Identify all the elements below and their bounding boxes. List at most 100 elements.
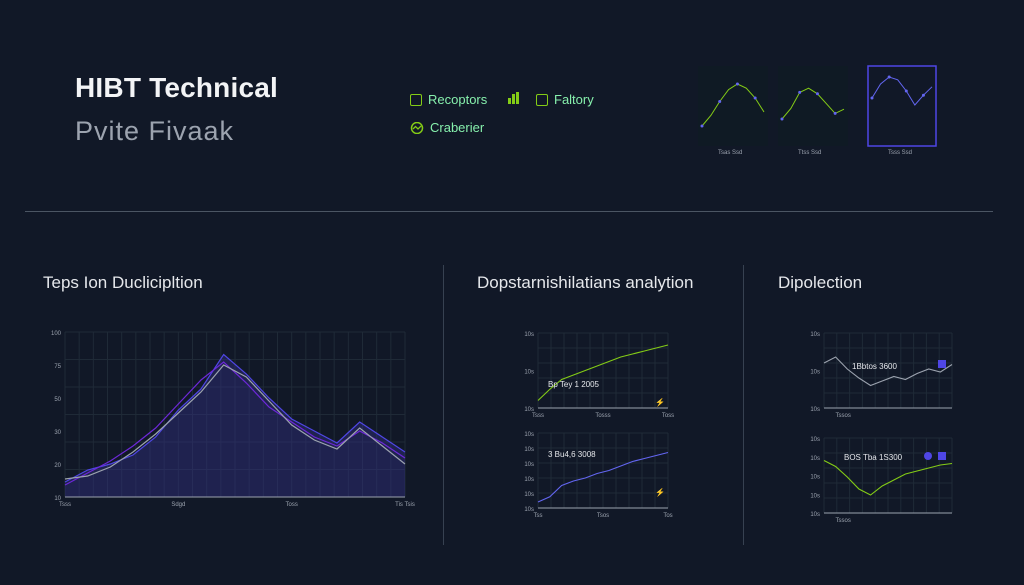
square-icon <box>410 93 422 106</box>
y-tick-label: 10s <box>810 370 820 376</box>
series-line <box>823 460 953 496</box>
chart-plot <box>823 460 953 496</box>
thumb-chart-1[interactable] <box>700 82 765 128</box>
thumb-point <box>735 82 739 86</box>
series-line <box>823 356 953 387</box>
x-tick-label: Tsos <box>597 513 609 519</box>
section-title-1: Teps Ion Duclicipltion <box>43 273 203 292</box>
thumb-frame <box>778 66 848 146</box>
legend-label: Recoptors <box>428 92 488 107</box>
legend-item-faltory: Faltory <box>536 92 594 107</box>
thumb-point <box>718 100 722 103</box>
thumb-line <box>781 87 845 120</box>
x-tick-label: Tis Tsis <box>395 502 415 508</box>
page-subtitle: Pvite Fivaak <box>75 116 235 146</box>
y-tick-label: 10s <box>524 407 534 413</box>
y-tick-label: 10s <box>810 512 820 518</box>
thumb-frame-selected[interactable] <box>867 65 937 147</box>
x-tick-label: Tsss <box>59 502 71 508</box>
y-tick-label: 10s <box>810 475 820 481</box>
chart-grid <box>537 332 669 409</box>
chart-grid <box>823 437 953 514</box>
section-divider <box>743 265 744 545</box>
y-tick-label: 75 <box>54 364 61 370</box>
series-line <box>64 364 406 480</box>
legend-item-bar <box>508 92 519 104</box>
y-tick-label: 10s <box>810 493 820 499</box>
thumb-chart-2[interactable] <box>780 87 845 121</box>
chart-plot <box>823 356 953 387</box>
y-tick-label: 10s <box>524 432 534 438</box>
thumb-point <box>798 90 802 94</box>
thumb-line <box>701 83 765 127</box>
thumb-point <box>833 111 837 115</box>
chart-grid <box>64 331 406 498</box>
section-title-3: Dipolection <box>778 273 863 292</box>
signal-icon: ⚡ <box>655 487 665 497</box>
thumb-x-label: Ttss Ssd <box>798 150 821 156</box>
y-tick-label: 10s <box>524 370 534 376</box>
section-title-2: Dopstarnishilatians analytion <box>477 273 694 292</box>
thumb-line <box>871 76 933 106</box>
chart-plot <box>64 353 406 497</box>
y-tick-label: 10s <box>810 456 820 462</box>
thumb-point <box>887 75 891 79</box>
x-tick-label: Tos <box>663 513 672 519</box>
chart-annotation: 1Bbtos 3600 <box>852 362 897 371</box>
thumb-point <box>780 117 784 121</box>
chart-grid <box>537 432 669 509</box>
legend-item-craberier: Craberier <box>410 120 484 135</box>
right-bottom-line-chart: 10s 10s 10s 10s 10s Tssos BOS Tba 1S300 <box>810 437 953 524</box>
y-tick-label: 100 <box>51 331 62 337</box>
section-divider <box>443 265 444 545</box>
x-tick-label: Tsss <box>532 413 544 419</box>
page-title: HIBT Technical <box>75 72 278 103</box>
y-tick-label: 10s <box>524 462 534 468</box>
y-tick-label: 10s <box>524 447 534 453</box>
thumbnail-charts: Tsas Ssd Ttss Ssd Tsss Ssd <box>698 65 937 156</box>
chart-annotation: 3 Bu4,6 3008 <box>548 450 596 459</box>
header-divider <box>25 211 993 212</box>
chart-axes: 10s 10s 10s Tssos <box>810 332 952 419</box>
x-tick-label: Sdgd <box>171 502 185 508</box>
thumb-point <box>700 124 704 128</box>
y-tick-label: 10s <box>524 477 534 483</box>
bar-icon <box>508 92 519 104</box>
chart-annotation: Bp Tey 1 2005 <box>548 380 600 389</box>
series-line <box>537 344 669 401</box>
chart-axes: 10s 10s 10s 10s 10s Tssos <box>810 437 952 524</box>
square-icon <box>536 93 548 106</box>
marker-icon <box>938 452 946 460</box>
x-tick-label: Tss <box>534 513 543 519</box>
y-tick-label: 10s <box>810 332 820 338</box>
x-tick-label: Tssos <box>836 413 851 419</box>
thumb-frame <box>698 66 768 146</box>
y-tick-label: 10s <box>524 332 534 338</box>
thumb-x-label: Tsas Ssd <box>718 150 742 156</box>
thumb-point <box>921 93 925 97</box>
x-tick-label: Toss <box>285 502 297 508</box>
x-tick-label: Tssos <box>836 518 851 524</box>
y-tick-label: 50 <box>54 397 61 403</box>
thumb-chart-3[interactable] <box>870 75 933 106</box>
y-tick-label: 10s <box>524 507 534 513</box>
marker-icon <box>938 360 946 368</box>
marker-icon <box>924 452 932 460</box>
chart-plot <box>537 344 669 401</box>
y-tick-label: 10s <box>810 437 820 443</box>
thumb-point <box>904 89 908 93</box>
y-tick-label: 10 <box>54 496 61 502</box>
legend-label: Craberier <box>430 120 485 135</box>
y-tick-label: 10s <box>810 407 820 413</box>
thumb-point <box>815 92 819 96</box>
chart-annotation: BOS Tba 1S300 <box>844 453 903 462</box>
x-tick-label: Toss <box>662 413 674 419</box>
thumb-point <box>753 96 757 100</box>
x-tick-label: Tosss <box>595 413 610 419</box>
